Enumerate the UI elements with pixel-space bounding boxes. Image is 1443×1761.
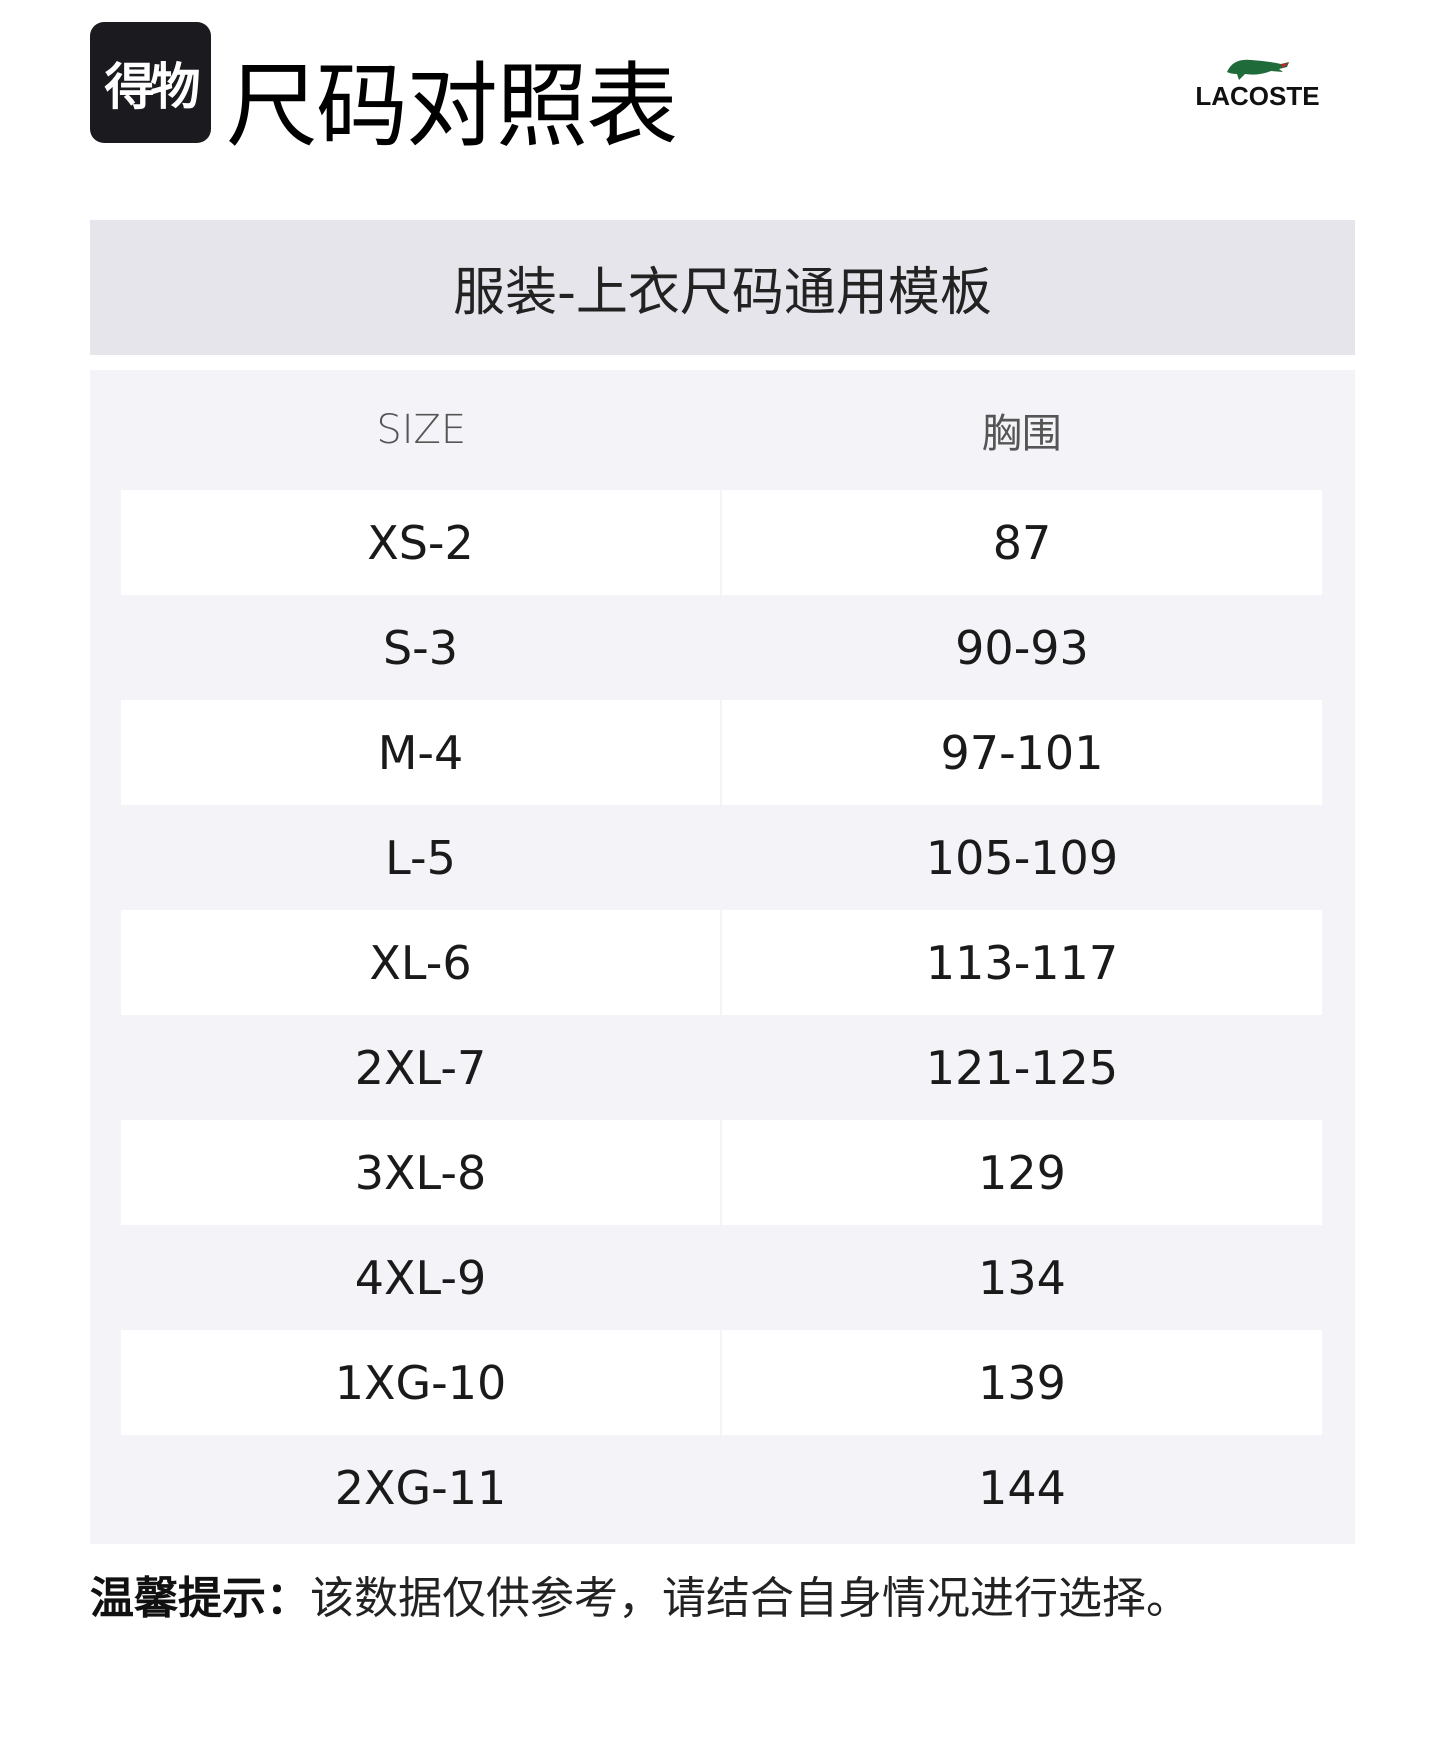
size-cell: 1XG-10 — [121, 1330, 720, 1435]
app-logo: 得物 — [90, 22, 211, 143]
footer-label: 温馨提示： — [90, 1573, 310, 1624]
table-row: 2XG-11 144 — [121, 1435, 1322, 1540]
chest-cell: 90-93 — [955, 620, 1089, 675]
table-row: M-4 97-101 — [121, 700, 1322, 805]
size-cell: XL-6 — [121, 910, 720, 1015]
chest-cell: 87 — [722, 490, 1322, 595]
table-row: XS-2 87 — [121, 490, 1322, 595]
chest-cell: 129 — [722, 1120, 1322, 1225]
footer-text: 该数据仅供参考，请结合自身情况进行选择。 — [310, 1573, 1190, 1624]
chest-cell: 113-117 — [722, 910, 1322, 1015]
template-title: 服装-上衣尺码通用模板 — [90, 220, 1355, 355]
size-cell: L-5 — [385, 830, 456, 885]
size-cell: 4XL-9 — [354, 1250, 487, 1305]
size-cell: 2XL-7 — [354, 1040, 487, 1095]
chest-cell: 97-101 — [722, 700, 1322, 805]
size-cell: S-3 — [382, 620, 459, 675]
size-cell: M-4 — [121, 700, 720, 805]
chest-cell: 134 — [978, 1250, 1066, 1305]
brand-name: LACOSTE — [1195, 81, 1320, 111]
column-header-size: SIZE — [376, 407, 467, 453]
table-row: XL-6 113-117 — [121, 910, 1322, 1015]
table-row: S-3 90-93 — [121, 595, 1322, 700]
size-cell: 2XG-11 — [334, 1460, 507, 1515]
crocodile-icon — [1226, 59, 1289, 80]
size-cell: XS-2 — [121, 490, 720, 595]
table-row: 3XL-8 129 — [121, 1120, 1322, 1225]
page-title: 尺码对照表 — [226, 53, 678, 160]
table-row: 2XL-7 121-125 — [121, 1015, 1322, 1120]
brand-logo: LACOSTE — [1190, 52, 1325, 110]
column-header-chest: 胸围 — [981, 411, 1062, 457]
table-header: SIZE 胸围 — [121, 370, 1322, 490]
table-row: 4XL-9 134 — [121, 1225, 1322, 1330]
chest-cell: 121-125 — [925, 1040, 1119, 1095]
chest-cell: 105-109 — [925, 830, 1119, 885]
size-table: SIZE 胸围 XS-2 87 S-3 90-93 M-4 97-101 L-5 105-10… — [90, 370, 1355, 1544]
size-cell: 3XL-8 — [121, 1120, 720, 1225]
chest-cell: 144 — [978, 1460, 1066, 1515]
table-row: L-5 105-109 — [121, 805, 1322, 910]
footer-note: 温馨提示：该数据仅供参考，请结合自身情况进行选择。 — [90, 1562, 1190, 1626]
chest-cell: 139 — [722, 1330, 1322, 1435]
table-row: 1XG-10 139 — [121, 1330, 1322, 1435]
